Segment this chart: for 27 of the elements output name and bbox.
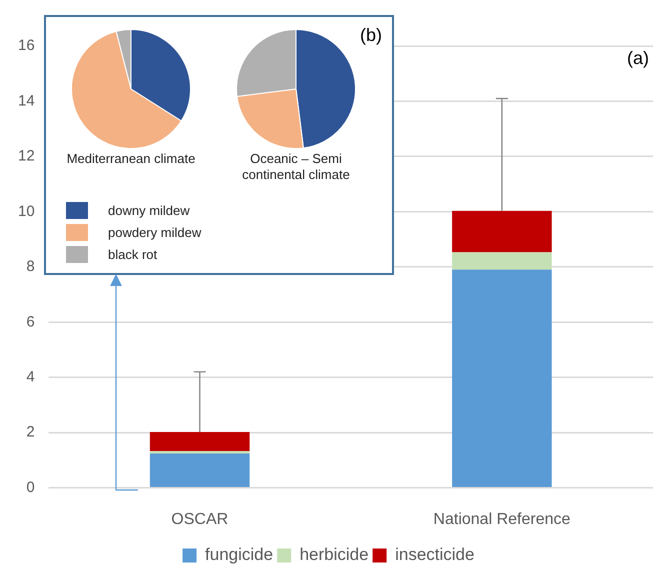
x-tick-label: National Reference [433, 510, 571, 528]
y-tick-label: 6 [26, 313, 35, 330]
annotation: (a) [627, 48, 649, 68]
bar [150, 454, 250, 488]
slice-label: Mediterranean climate [66, 151, 196, 167]
legend-label: fungicide [205, 545, 274, 564]
y-tick-label: 14 [18, 92, 35, 110]
y-tick-label: 10 [18, 202, 35, 220]
y-tick-label: 0 [26, 478, 35, 496]
bar [150, 451, 250, 454]
slice-label: Oceanic – Semi continental climate [241, 151, 351, 183]
bar [452, 252, 552, 270]
text: (b) [360, 25, 382, 46]
legend-label: insecticide [395, 545, 474, 564]
legend-label: herbicide [300, 545, 369, 564]
bar [452, 210, 552, 252]
y-tick-label: 16 [18, 37, 35, 54]
x-tick-label: OSCAR [171, 510, 228, 528]
bar [452, 270, 552, 488]
legend-label: powdery mildew [108, 224, 202, 240]
y-tick-label: 2 [26, 424, 35, 441]
legend-label: black rot [108, 246, 158, 262]
y-tick-label: 8 [26, 258, 35, 276]
bar [150, 432, 250, 452]
y-tick-label: 4 [26, 368, 35, 386]
y-tick-label: 12 [18, 148, 35, 165]
legend-label: downy mildew [108, 202, 190, 218]
